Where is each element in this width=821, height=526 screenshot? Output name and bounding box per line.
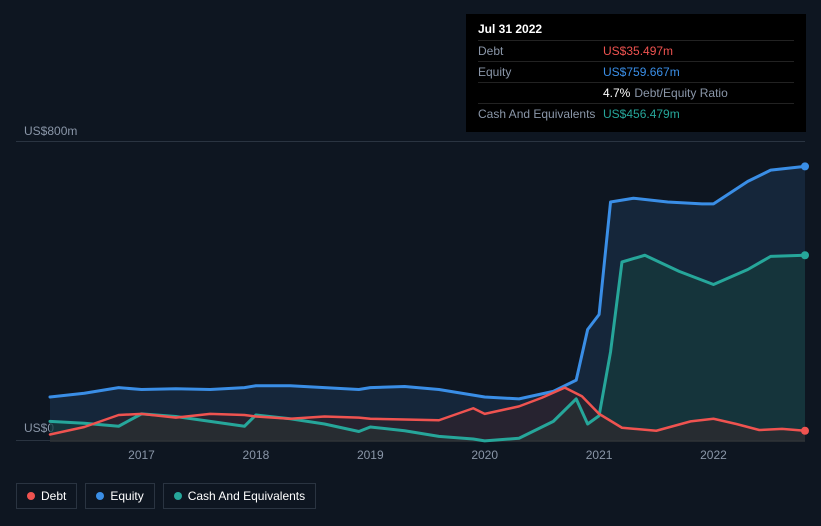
x-tick-label: 2019 <box>357 448 384 462</box>
y-axis-max-label: US$800m <box>24 124 77 138</box>
x-tick-label: 2017 <box>128 448 155 462</box>
tooltip-row: EquityUS$759.667m <box>478 61 794 82</box>
chart-container: Jul 31 2022 DebtUS$35.497mEquityUS$759.6… <box>0 0 821 526</box>
x-tick-label: 2020 <box>471 448 498 462</box>
equity-dot-icon <box>96 492 104 500</box>
chart-area[interactable] <box>16 141 805 441</box>
legend-item-debt[interactable]: Debt <box>16 483 77 509</box>
legend-label: Debt <box>41 489 66 503</box>
tooltip-row: 4.7% Debt/Equity Ratio <box>478 82 794 103</box>
tooltip-row: DebtUS$35.497m <box>478 40 794 61</box>
x-axis-ticks: 2017 2018 2019 2020 2021 2022 <box>50 448 805 468</box>
endpoint-equity <box>801 162 809 170</box>
x-tick-label: 2018 <box>243 448 270 462</box>
tooltip-row: Cash And EquivalentsUS$456.479m <box>478 103 794 124</box>
chart-legend: Debt Equity Cash And Equivalents <box>16 483 316 509</box>
tooltip-row-label: Equity <box>478 65 603 79</box>
tooltip-row-label <box>478 86 603 100</box>
tooltip-title: Jul 31 2022 <box>478 22 794 36</box>
tooltip-row-value: 4.7% <box>603 86 630 100</box>
endpoint-debt <box>801 427 809 435</box>
endpoint-cash <box>801 251 809 259</box>
tooltip-row-value: US$759.667m <box>603 65 680 79</box>
legend-item-cash[interactable]: Cash And Equivalents <box>163 483 316 509</box>
tooltip-row-label: Debt <box>478 44 603 58</box>
tooltip-row-suffix: Debt/Equity Ratio <box>634 86 727 100</box>
legend-item-equity[interactable]: Equity <box>85 483 154 509</box>
tooltip-row-value: US$456.479m <box>603 107 680 121</box>
legend-label: Equity <box>110 489 143 503</box>
debt-dot-icon <box>27 492 35 500</box>
chart-tooltip: Jul 31 2022 DebtUS$35.497mEquityUS$759.6… <box>466 14 806 132</box>
x-tick-label: 2022 <box>700 448 727 462</box>
tooltip-row-value: US$35.497m <box>603 44 673 58</box>
plot-svg <box>50 142 805 442</box>
tooltip-row-label: Cash And Equivalents <box>478 107 603 121</box>
x-tick-label: 2021 <box>586 448 613 462</box>
legend-label: Cash And Equivalents <box>188 489 305 503</box>
cash-dot-icon <box>174 492 182 500</box>
